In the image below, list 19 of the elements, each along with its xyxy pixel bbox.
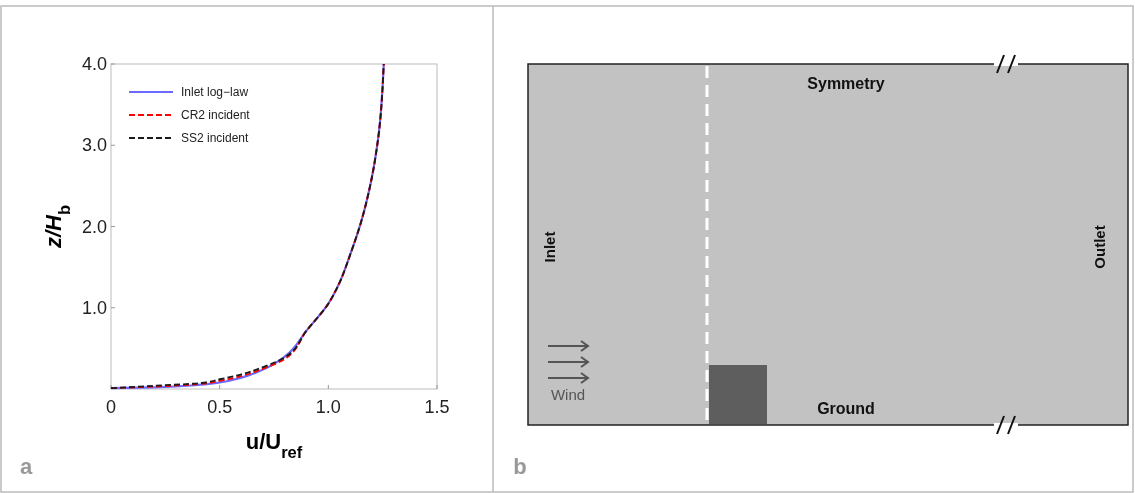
y-tick-label: 4.0 [81,54,107,74]
legend-label: SS2 incident [181,131,250,145]
text: Symmetry [807,75,885,92]
y-tick-label: 2.0 [81,216,107,237]
text: Ground [817,400,875,417]
x-tick-label: 1.5 [424,397,450,417]
text: Outlet [1091,225,1108,269]
text: a [20,454,33,479]
legend-label: CR2 incident [181,108,251,122]
legend-label: Inlet log−law [181,85,249,99]
x-axis-title: u/U$_{ref}$ [245,429,303,461]
x-tick-label: 0.5 [207,397,233,417]
y-tick-label: 3.0 [81,135,107,156]
x-tick-label: 0 [105,397,117,417]
text: Inlet [541,231,558,263]
text: Wind [550,386,586,403]
x-tick-label: 1.0 [315,397,341,417]
text: b [513,454,527,479]
y-tick-label: 1.0 [81,297,107,318]
